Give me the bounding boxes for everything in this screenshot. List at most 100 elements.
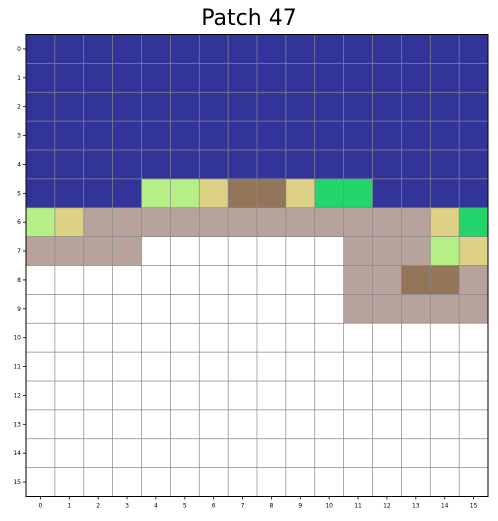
tile-r4-c5 — [170, 150, 200, 180]
tile-r10-c7 — [228, 323, 258, 353]
tile-r10-c15 — [459, 323, 489, 353]
x-tick-label: 11 — [354, 503, 362, 510]
tile-r14-c13 — [401, 438, 431, 468]
tile-r8-c5 — [170, 265, 200, 295]
tile-r9-c9 — [285, 294, 316, 324]
x-tick-label: 1 — [67, 503, 71, 510]
tile-r3-c8 — [257, 121, 287, 151]
tile-r6-c0 — [26, 207, 56, 237]
y-tick-label: 5 — [17, 190, 21, 197]
tile-r11-c12 — [372, 352, 402, 382]
tile-r8-c11 — [343, 265, 373, 295]
tile-r11-c4 — [141, 352, 171, 382]
y-tick-label: 7 — [17, 248, 21, 255]
y-tick-label: 15 — [13, 479, 21, 486]
y-tick-label: 14 — [13, 450, 21, 457]
x-tick-label: 12 — [383, 503, 391, 510]
tile-r15-c13 — [401, 467, 431, 497]
tile-r10-c1 — [54, 323, 85, 353]
tile-r6-c2 — [83, 207, 113, 237]
tile-r0-c3 — [112, 34, 142, 64]
y-tick-label: 8 — [17, 277, 21, 284]
tile-r2-c8 — [257, 92, 287, 122]
y-tick-label: 13 — [13, 421, 21, 428]
x-tick-label: 10 — [325, 503, 333, 510]
tile-r7-c4 — [141, 236, 171, 266]
tile-r7-c15 — [459, 236, 489, 266]
tile-r11-c9 — [285, 352, 316, 382]
tile-r2-c9 — [285, 92, 316, 122]
tile-r12-c1 — [54, 381, 85, 411]
tile-r15-c9 — [285, 467, 316, 497]
tile-r14-c6 — [199, 438, 229, 468]
tile-r4-c9 — [285, 150, 316, 180]
tile-r0-c0 — [26, 34, 56, 64]
tile-r13-c15 — [459, 409, 489, 440]
tile-r7-c1 — [54, 236, 85, 266]
tile-r0-c11 — [343, 34, 373, 64]
tile-r15-c5 — [170, 467, 200, 497]
tile-r11-c2 — [83, 352, 113, 382]
tile-r15-c6 — [199, 467, 229, 497]
tile-r7-c3 — [112, 236, 142, 266]
tile-r11-c5 — [170, 352, 200, 382]
tile-r9-c11 — [343, 294, 373, 324]
tile-r15-c1 — [54, 467, 85, 497]
tile-r12-c5 — [170, 381, 200, 411]
tile-r7-c14 — [430, 236, 460, 266]
y-tick-label: 1 — [17, 75, 21, 82]
tile-r10-c6 — [199, 323, 229, 353]
tile-r14-c11 — [343, 438, 373, 468]
tile-r13-c13 — [401, 409, 431, 440]
tile-r2-c13 — [401, 92, 431, 122]
x-tick-label: 8 — [270, 503, 274, 510]
x-tick-label: 7 — [241, 503, 245, 510]
tile-r5-c12 — [372, 178, 402, 209]
tile-r13-c6 — [199, 409, 229, 440]
tile-r7-c8 — [257, 236, 287, 266]
tile-r12-c15 — [459, 381, 489, 411]
tile-r11-c13 — [401, 352, 431, 382]
tile-r2-c7 — [228, 92, 258, 122]
y-tick-label: 4 — [17, 161, 21, 168]
tile-r5-c14 — [430, 178, 460, 209]
tile-r7-c6 — [199, 236, 229, 266]
tile-r0-c6 — [199, 34, 229, 64]
tile-r6-c14 — [430, 207, 460, 237]
tile-r12-c10 — [314, 381, 344, 411]
tile-r4-c1 — [54, 150, 85, 180]
tile-r6-c9 — [285, 207, 316, 237]
tile-r5-c15 — [459, 178, 489, 209]
tile-r3-c0 — [26, 121, 56, 151]
tile-r4-c13 — [401, 150, 431, 180]
tile-r10-c12 — [372, 323, 402, 353]
tile-r7-c9 — [285, 236, 316, 266]
tile-r14-c10 — [314, 438, 344, 468]
tile-r7-c7 — [228, 236, 258, 266]
tile-r4-c14 — [430, 150, 460, 180]
tile-r6-c4 — [141, 207, 171, 237]
tile-r9-c6 — [199, 294, 229, 324]
tile-r3-c3 — [112, 121, 142, 151]
tile-r13-c11 — [343, 409, 373, 440]
tile-r1-c8 — [257, 63, 287, 93]
tile-r4-c10 — [314, 150, 344, 180]
tile-r0-c13 — [401, 34, 431, 64]
tile-r14-c9 — [285, 438, 316, 468]
tile-r6-c7 — [228, 207, 258, 237]
tile-r3-c4 — [141, 121, 171, 151]
tile-r5-c8 — [257, 178, 287, 209]
tile-r9-c13 — [401, 294, 431, 324]
tile-r12-c4 — [141, 381, 171, 411]
tile-r10-c10 — [314, 323, 344, 353]
tile-r12-c0 — [26, 381, 56, 411]
tile-r9-c10 — [314, 294, 344, 324]
tile-r7-c13 — [401, 236, 431, 266]
tile-r5-c2 — [83, 178, 113, 209]
tile-r3-c9 — [285, 121, 316, 151]
tile-r0-c5 — [170, 34, 200, 64]
tile-r11-c1 — [54, 352, 85, 382]
tile-r13-c5 — [170, 409, 200, 440]
tile-r5-c5 — [170, 178, 200, 209]
tile-r11-c14 — [430, 352, 460, 382]
